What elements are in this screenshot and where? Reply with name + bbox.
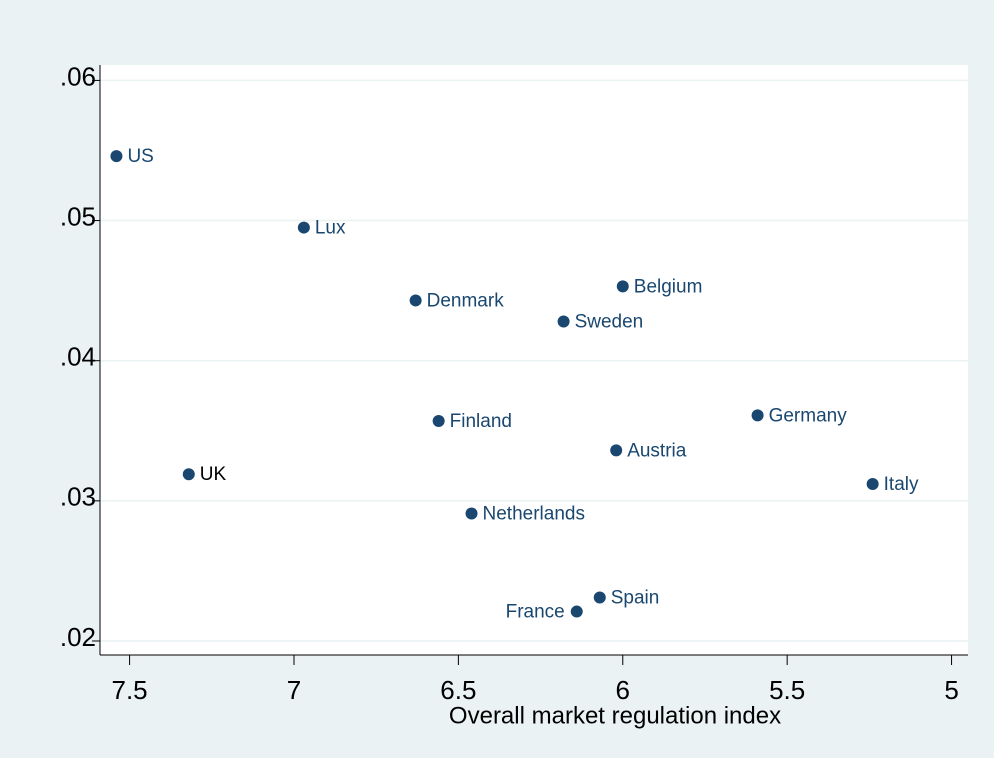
point-label: Spain bbox=[611, 588, 660, 609]
point bbox=[432, 414, 445, 427]
point bbox=[465, 507, 478, 520]
x-tick-label: 5.5 bbox=[769, 675, 805, 705]
x-tick-label: 6.5 bbox=[440, 675, 476, 705]
point bbox=[557, 315, 570, 328]
x-tick-label: 7 bbox=[287, 675, 301, 705]
point bbox=[110, 150, 123, 163]
point-label: Belgium bbox=[634, 276, 703, 297]
point bbox=[570, 605, 583, 618]
point-label: Germany bbox=[769, 405, 848, 426]
point-label: US bbox=[127, 146, 153, 167]
point bbox=[182, 468, 195, 481]
point bbox=[593, 591, 606, 604]
point-label: Lux bbox=[315, 218, 346, 239]
point-label: Sweden bbox=[575, 311, 644, 332]
point bbox=[751, 409, 764, 422]
x-tick-label: 7.5 bbox=[112, 675, 148, 705]
y-tick-label: .06 bbox=[60, 61, 96, 91]
point bbox=[616, 280, 629, 293]
point-label: Italy bbox=[884, 474, 919, 495]
point-label: Netherlands bbox=[483, 503, 585, 524]
y-tick-label: .04 bbox=[60, 342, 96, 372]
y-tick-label: .03 bbox=[60, 482, 96, 512]
point-label: Finland bbox=[450, 411, 512, 432]
point bbox=[297, 221, 310, 234]
y-tick-label: .05 bbox=[60, 201, 96, 231]
point-label: France bbox=[506, 602, 565, 623]
x-tick-label: 5 bbox=[944, 675, 958, 705]
point bbox=[610, 444, 623, 457]
point-label: Denmark bbox=[427, 290, 505, 311]
point bbox=[866, 478, 879, 491]
y-tick-label: .02 bbox=[60, 622, 96, 652]
point-label: UK bbox=[200, 464, 227, 485]
point-label: Austria bbox=[627, 440, 687, 461]
point bbox=[409, 294, 422, 307]
x-axis-label: Overall market regulation index bbox=[449, 702, 781, 729]
x-tick-label: 6 bbox=[616, 675, 630, 705]
